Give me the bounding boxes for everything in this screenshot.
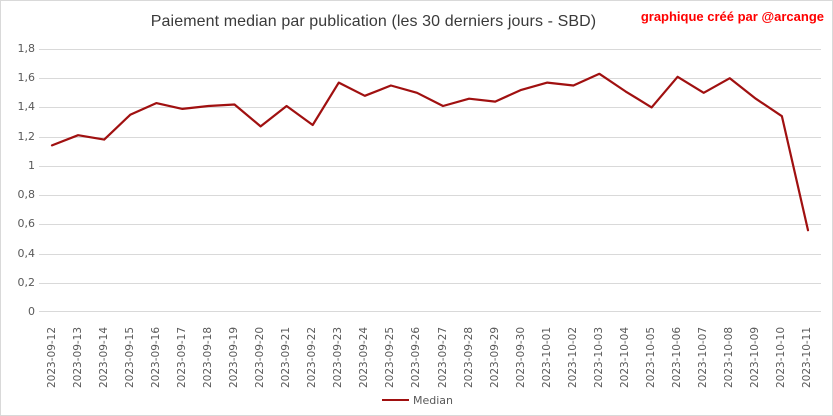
- x-tick-label: 2023-09-15: [123, 326, 136, 388]
- y-tick-label: 0,2: [17, 275, 36, 289]
- x-tick-label: 2023-09-16: [149, 326, 162, 388]
- y-tick-label: 1: [28, 158, 35, 172]
- gridline: [39, 49, 821, 50]
- legend-line-swatch: [381, 398, 409, 402]
- y-tick-label: 1,2: [17, 129, 36, 143]
- y-tick-label: 0,6: [17, 217, 36, 231]
- gridline: [39, 78, 821, 80]
- credit-text: graphique créé par @arcange: [640, 9, 824, 24]
- median-series-line: [50, 72, 810, 232]
- x-tick-label: 2023-09-21: [280, 326, 293, 388]
- x-tick-label: 2023-09-30: [514, 326, 527, 388]
- x-tick-label: 2023-10-11: [801, 326, 814, 388]
- y-tick-label: 0,4: [17, 246, 36, 260]
- y-tick-label: 1,8: [17, 42, 36, 55]
- x-tick-label: 2023-09-26: [410, 326, 423, 388]
- plot-area: [39, 49, 821, 312]
- x-tick-label: 2023-09-17: [175, 326, 188, 388]
- y-tick-label: 0: [28, 305, 35, 318]
- x-tick-label: 2023-09-12: [45, 326, 58, 388]
- y-axis-labels: 0 0,2 0,4 0,6 0,8 1 1,2 1,4 1,6 1,8: [1, 43, 36, 318]
- chart-title: Paiement median par publication (les 30 …: [150, 13, 597, 30]
- gridline: [39, 282, 821, 284]
- x-tick-label: 2023-10-01: [540, 326, 553, 388]
- x-tick-label: 2023-09-18: [201, 326, 214, 388]
- x-tick-label: 2023-10-06: [671, 326, 684, 388]
- x-tick-label: 2023-10-04: [619, 326, 631, 388]
- x-tick-label: 2023-09-23: [332, 326, 345, 388]
- x-tick-label: 2023-10-10: [775, 326, 788, 388]
- x-tick-label: 2023-10-05: [645, 326, 658, 388]
- x-tick-label: 2023-09-25: [384, 326, 397, 388]
- x-tick-label: 2023-10-07: [697, 326, 710, 388]
- x-tick-label: 2023-09-19: [228, 326, 240, 388]
- legend: Median: [1, 392, 832, 408]
- gridline: [39, 311, 821, 312]
- x-tick-label: 2023-10-09: [749, 326, 762, 388]
- line-chart-svg: [50, 72, 810, 232]
- gridline: [39, 165, 821, 167]
- y-tick-label: 1,6: [17, 71, 36, 85]
- x-tick-label: 2023-09-24: [358, 326, 371, 388]
- x-tick-label: 2023-09-27: [436, 326, 449, 388]
- gridline: [39, 107, 821, 109]
- x-tick-label: 2023-09-29: [488, 326, 501, 388]
- legend-label: Median: [412, 393, 453, 407]
- x-tick-label: 2023-09-22: [306, 326, 319, 388]
- x-tick-label: 2023-10-02: [566, 326, 579, 388]
- x-tick-label: 2023-09-28: [462, 326, 475, 388]
- x-tick-label: 2023-09-13: [71, 326, 84, 388]
- y-tick-label: 0,8: [17, 188, 36, 202]
- x-tick-label: 2023-10-08: [723, 326, 736, 388]
- x-tick-label: 2023-09-14: [97, 326, 110, 388]
- y-tick-label: 1,4: [17, 100, 36, 114]
- x-axis-labels: 2023-09-12 2023-09-13 2023-09-14 2023-09-15…: [39, 312, 821, 390]
- gridline: [39, 253, 821, 255]
- x-tick-label: 2023-09-20: [254, 326, 267, 388]
- x-tick-label: 2023-10-03: [592, 326, 605, 388]
- gridline: [39, 195, 821, 197]
- gridline: [39, 224, 821, 226]
- gridline: [39, 136, 821, 138]
